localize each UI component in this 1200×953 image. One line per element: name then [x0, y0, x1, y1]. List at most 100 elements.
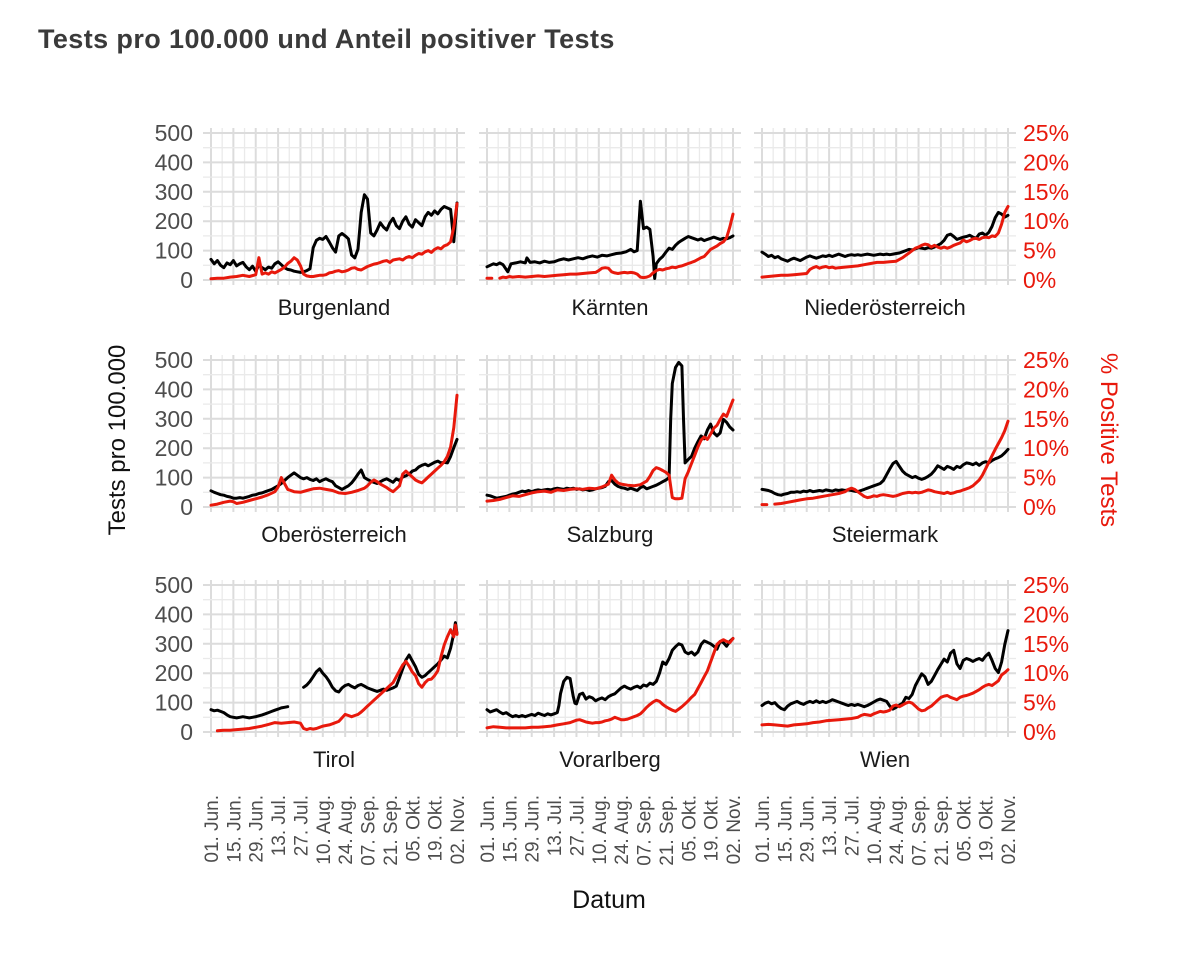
x-tick-label: 07. Sep.	[359, 795, 380, 866]
y-right-tick-label: 10%	[1023, 435, 1069, 461]
tests-line	[209, 193, 459, 274]
y-left-tick-label: 400	[155, 601, 193, 627]
chart-title: Tests pro 100.000 und Anteil positiver T…	[38, 24, 615, 54]
positive-rate-line	[215, 623, 459, 733]
y-right-tick-label: 25%	[1023, 120, 1069, 146]
y-right-tick-label: 20%	[1023, 376, 1069, 402]
x-tick-label: 07. Sep.	[910, 795, 931, 866]
x-tick-label: 19. Okt.	[702, 795, 723, 862]
y-left-tick-label: 400	[155, 149, 193, 175]
x-tick-label: 29. Jun.	[247, 795, 268, 863]
facet-label: Salzburg	[567, 522, 654, 547]
tests-line	[209, 437, 459, 500]
y-left-tick-label: 300	[155, 179, 193, 205]
facet-label: Niederösterreich	[804, 295, 965, 320]
x-tick-label: 21. Sep.	[932, 795, 953, 866]
x-tick-label: 19. Okt.	[426, 795, 447, 862]
y-left-tick-label: 0	[180, 494, 193, 520]
y-left-tick-label: 400	[155, 376, 193, 402]
positive-rate-line	[209, 393, 459, 507]
tests-line	[760, 210, 1010, 263]
facet-label: Burgenland	[278, 295, 391, 320]
y-left-tick-label: 500	[155, 572, 193, 598]
x-tick-label: 27. Jul.	[291, 795, 312, 856]
tests-line	[302, 621, 459, 694]
facet-label: Oberösterreich	[261, 522, 407, 547]
facet-label: Tirol	[313, 747, 355, 772]
positive-rate-line	[209, 202, 459, 281]
y-left-tick-label: 500	[155, 120, 193, 146]
x-tick-label: 10. Aug.	[865, 795, 886, 865]
tests-line	[485, 199, 735, 280]
tests-line	[760, 629, 1010, 712]
x-tick-label: 10. Aug.	[314, 795, 335, 865]
y-left-tick-label: 100	[155, 238, 193, 264]
y-right-tick-label: 5%	[1023, 690, 1056, 716]
y-left-tick-label: 300	[155, 406, 193, 432]
x-tick-label: 27. Jul.	[567, 795, 588, 856]
y-left-tick-label: 0	[180, 719, 193, 745]
x-tick-label: 15. Jun.	[500, 795, 521, 863]
positive-rate-line	[485, 637, 735, 730]
y-left-tick-label: 300	[155, 631, 193, 657]
x-tick-label: 02. Nov.	[999, 795, 1020, 864]
facet-label: Wien	[860, 747, 910, 772]
y-right-tick-label: 20%	[1023, 601, 1069, 627]
positive-rate-line	[773, 419, 1010, 506]
x-tick-label: 24. Aug.	[612, 795, 633, 865]
facet-label: Kärnten	[571, 295, 648, 320]
x-tick-label: 27. Jul.	[842, 795, 863, 856]
facet-label: Steiermark	[832, 522, 939, 547]
y-right-tick-label: 10%	[1023, 660, 1069, 686]
positive-rate-line	[498, 212, 735, 280]
y-axis-title-left: Tests pro 100.000	[104, 344, 131, 536]
positive-rate-line	[760, 205, 1010, 279]
y-right-tick-label: 0%	[1023, 719, 1056, 745]
x-tick-label: 01. Jun.	[202, 795, 223, 863]
x-tick-label: 01. Jun.	[478, 795, 499, 863]
tests-line	[485, 360, 735, 500]
x-tick-label: 13. Jul.	[545, 795, 566, 856]
y-right-tick-label: 20%	[1023, 149, 1069, 175]
y-left-tick-label: 100	[155, 465, 193, 491]
x-tick-label: 02. Nov.	[724, 795, 745, 864]
y-left-tick-label: 500	[155, 347, 193, 373]
x-tick-label: 13. Jul.	[269, 795, 290, 856]
y-left-tick-label: 0	[180, 267, 193, 293]
x-tick-label: 05. Okt.	[403, 795, 424, 862]
y-right-tick-label: 5%	[1023, 238, 1056, 264]
y-right-tick-label: 15%	[1023, 179, 1069, 205]
x-tick-label: 15. Jun.	[224, 795, 245, 863]
x-tick-label: 29. Jun.	[523, 795, 544, 863]
y-right-tick-label: 10%	[1023, 208, 1069, 234]
y-right-tick-label: 25%	[1023, 347, 1069, 373]
y-right-tick-label: 5%	[1023, 465, 1056, 491]
x-tick-label: 29. Jun.	[798, 795, 819, 863]
x-tick-label: 05. Okt.	[954, 795, 975, 862]
x-tick-label: 24. Aug.	[336, 795, 357, 865]
y-axis-title-right: % Positive Tests	[1095, 352, 1122, 528]
x-tick-label: 13. Jul.	[820, 795, 841, 856]
y-left-tick-label: 200	[155, 435, 193, 461]
x-tick-label: 10. Aug.	[590, 795, 611, 865]
y-right-tick-label: 15%	[1023, 406, 1069, 432]
x-tick-label: 02. Nov.	[448, 795, 469, 864]
tests-line	[209, 705, 290, 720]
y-right-tick-label: 0%	[1023, 267, 1056, 293]
positive-rate-line	[485, 398, 735, 503]
y-left-tick-label: 100	[155, 690, 193, 716]
facet-label: Vorarlberg	[559, 747, 661, 772]
x-tick-label: 21. Sep.	[381, 795, 402, 866]
y-right-tick-label: 25%	[1023, 572, 1069, 598]
x-tick-label: 07. Sep.	[635, 795, 656, 866]
y-right-tick-label: 0%	[1023, 494, 1056, 520]
positive-rate-line	[760, 668, 1010, 728]
x-tick-label: 15. Jun.	[775, 795, 796, 863]
y-left-tick-label: 200	[155, 660, 193, 686]
x-tick-label: 24. Aug.	[887, 795, 908, 865]
x-tick-label: 21. Sep.	[657, 795, 678, 866]
x-tick-label: 05. Okt.	[679, 795, 700, 862]
x-tick-label: 19. Okt.	[977, 795, 998, 862]
